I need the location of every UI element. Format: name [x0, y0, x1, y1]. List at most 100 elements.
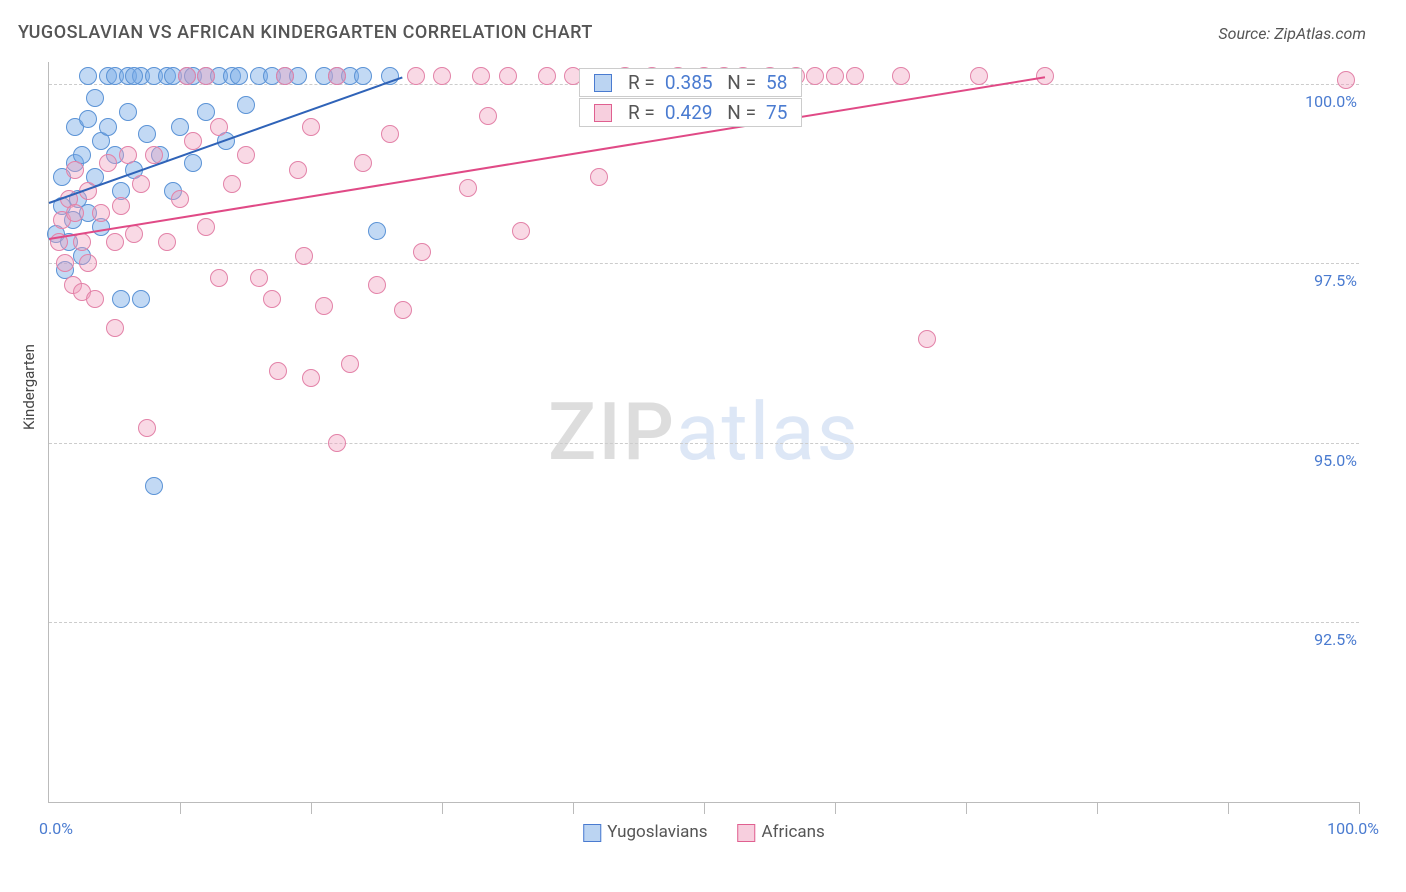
- x-tick: [180, 802, 181, 814]
- legend-item: Yugoslavians: [583, 822, 707, 842]
- data-point: [826, 67, 844, 85]
- data-point: [158, 233, 176, 251]
- data-point: [66, 204, 84, 222]
- data-point: [56, 254, 74, 272]
- legend-swatch: [738, 824, 756, 842]
- data-point: [479, 107, 497, 125]
- data-point: [223, 175, 241, 193]
- data-point: [276, 67, 294, 85]
- legend-swatch: [594, 104, 612, 122]
- data-point: [354, 154, 372, 172]
- data-point: [590, 168, 608, 186]
- y-tick-label: 100.0%: [1301, 92, 1361, 111]
- r-value: 0.385: [665, 71, 713, 94]
- y-tick-label: 97.5%: [1310, 271, 1361, 290]
- data-point: [132, 175, 150, 193]
- data-point: [302, 118, 320, 136]
- data-point: [472, 67, 490, 85]
- x-tick: [1359, 802, 1360, 814]
- r-value: 0.429: [665, 101, 713, 124]
- data-point: [112, 290, 130, 308]
- watermark-part2: atlas: [676, 385, 860, 479]
- x-tick: [442, 802, 443, 814]
- data-point: [538, 67, 556, 85]
- data-point: [197, 218, 215, 236]
- data-point: [315, 297, 333, 315]
- watermark: ZIPatlas: [548, 385, 860, 479]
- data-point: [846, 67, 864, 85]
- x-tick: [573, 802, 574, 814]
- data-point: [295, 247, 313, 265]
- source-label: Source: ZipAtlas.com: [1218, 24, 1366, 43]
- data-point: [112, 197, 130, 215]
- data-point: [328, 67, 346, 85]
- data-point: [99, 118, 117, 136]
- data-point: [269, 362, 287, 380]
- data-point: [237, 96, 255, 114]
- data-point: [433, 67, 451, 85]
- x-tick: [311, 802, 312, 814]
- data-point: [302, 369, 320, 387]
- gridline: [49, 443, 1359, 444]
- x-tick: [966, 802, 967, 814]
- data-point: [106, 233, 124, 251]
- data-point: [125, 225, 143, 243]
- data-point: [289, 161, 307, 179]
- watermark-part1: ZIP: [548, 385, 676, 479]
- data-point: [145, 477, 163, 495]
- data-point: [210, 118, 228, 136]
- x-axis-label-min: 0.0%: [39, 819, 73, 838]
- x-tick: [835, 802, 836, 814]
- data-point: [250, 269, 268, 287]
- data-point: [892, 67, 910, 85]
- n-label: N =: [723, 101, 756, 124]
- x-tick: [1228, 802, 1229, 814]
- data-point: [79, 110, 97, 128]
- correlation-box: R = 0.385 N = 58: [579, 68, 802, 97]
- gridline: [49, 263, 1359, 264]
- n-value: 58: [766, 71, 787, 94]
- data-point: [66, 161, 84, 179]
- gridline: [49, 622, 1359, 623]
- data-point: [210, 269, 228, 287]
- data-point: [178, 67, 196, 85]
- data-point: [328, 434, 346, 452]
- legend-label: Yugoslavians: [607, 822, 707, 842]
- data-point: [381, 125, 399, 143]
- data-point: [970, 67, 988, 85]
- data-point: [368, 276, 386, 294]
- data-point: [171, 118, 189, 136]
- n-label: N =: [723, 71, 756, 94]
- data-point: [79, 254, 97, 272]
- data-point: [407, 67, 425, 85]
- data-point: [92, 204, 110, 222]
- data-point: [197, 103, 215, 121]
- chart-title: YUGOSLAVIAN VS AFRICAN KINDERGARTEN CORR…: [18, 22, 593, 43]
- data-point: [86, 290, 104, 308]
- data-point: [125, 67, 143, 85]
- data-point: [413, 243, 431, 261]
- data-point: [394, 301, 412, 319]
- data-point: [106, 319, 124, 337]
- data-point: [512, 222, 530, 240]
- data-point: [132, 290, 150, 308]
- y-tick-label: 95.0%: [1310, 451, 1361, 470]
- legend-swatch: [583, 824, 601, 842]
- n-value: 75: [766, 101, 787, 124]
- r-label: R =: [628, 71, 655, 94]
- data-point: [499, 67, 517, 85]
- data-point: [237, 146, 255, 164]
- data-point: [263, 290, 281, 308]
- data-point: [341, 355, 359, 373]
- data-point: [184, 154, 202, 172]
- data-point: [138, 419, 156, 437]
- plot-area: ZIPatlas 0.0% 100.0% 92.5%95.0%97.5%100.…: [48, 62, 1359, 803]
- data-point: [918, 330, 936, 348]
- data-point: [806, 67, 824, 85]
- data-point: [171, 190, 189, 208]
- x-axis-label-max: 100.0%: [1327, 819, 1379, 838]
- data-point: [119, 103, 137, 121]
- legend-item: Africans: [738, 822, 825, 842]
- legend: Yugoslavians Africans: [583, 822, 825, 842]
- x-tick: [704, 802, 705, 814]
